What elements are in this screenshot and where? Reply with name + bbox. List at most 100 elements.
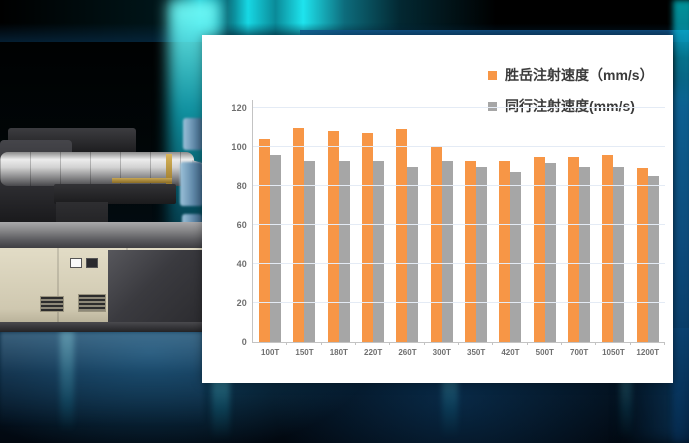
machine-switch: [70, 258, 82, 268]
bar-group-500t: 500T: [528, 108, 562, 357]
machine-vent-grille: [40, 296, 64, 312]
bar-s1-300t: [430, 147, 442, 342]
x-tick-label-150t: 150T: [295, 348, 314, 357]
bar-s2-500t: [544, 162, 556, 342]
machine-floor-reflection: [0, 332, 203, 424]
x-axis-tick: [595, 342, 597, 345]
y-tick-label-100: 100: [231, 142, 247, 152]
bar-s1-500t: [533, 156, 545, 342]
bar-s1-420t: [499, 160, 511, 342]
bar-s2-220t: [373, 160, 385, 342]
gridline-80: [253, 185, 665, 186]
x-tick-label-100t: 100T: [261, 348, 280, 357]
bar-chart-plot-area: 100T 150T 180T 220T 260T 300T 350T 420T 500T 700T…: [231, 100, 665, 357]
bar-s1-220t: [362, 133, 374, 342]
bar-group-150t: 150T: [287, 108, 322, 357]
machine-switch: [86, 258, 98, 268]
bar-group-350t: 350T: [459, 108, 494, 357]
machine-carriage: [54, 184, 176, 204]
gridline-40: [253, 263, 665, 264]
x-axis-tick: [560, 342, 562, 345]
bar-group-700t: 700T: [562, 108, 597, 357]
bar-s2-1200t: [647, 176, 659, 342]
legend-item-shengyue: 胜岳注射速度（mm/s）: [488, 65, 654, 85]
x-tick-label-1050t: 1050T: [602, 348, 625, 357]
x-tick-label-500t: 500T: [535, 348, 554, 357]
bar-s2-1050t: [613, 166, 625, 342]
y-tick-label-120: 120: [231, 103, 247, 113]
bar-groups: 100T 150T 180T 220T 260T 300T 350T 420T 500T 700T…: [253, 108, 665, 357]
bar-s1-150t: [293, 127, 305, 342]
injection-molding-machine-image: [0, 128, 205, 338]
y-tick-label-20: 20: [236, 298, 247, 308]
legend-label: 同行注射速度(mm/s): [505, 98, 635, 114]
bar-group-260t: 260T: [390, 108, 425, 357]
machine-brass-collar: [166, 154, 172, 184]
x-tick-label-420t: 420T: [501, 348, 520, 357]
x-tick-label-260t: 260T: [398, 348, 417, 357]
x-tick-label-220t: 220T: [364, 348, 383, 357]
y-tick-label-80: 80: [236, 181, 247, 191]
x-axis-tick: [286, 342, 288, 345]
x-tick-label-350t: 350T: [467, 348, 486, 357]
bar-s2-350t: [476, 166, 488, 342]
bar-s1-100t: [259, 139, 271, 342]
x-tick-label-300t: 300T: [432, 348, 451, 357]
machine-brass-rod: [112, 178, 172, 183]
bar-s2-260t: [407, 166, 419, 342]
bar-group-1200t: 1200T: [631, 108, 665, 357]
x-axis-tick: [354, 342, 356, 345]
legend-marker-orange: [488, 70, 497, 80]
x-tick-label-1200t: 1200T: [636, 348, 660, 357]
bar-s2-100t: [270, 154, 282, 342]
chart-panel: 胜岳注射速度（mm/s） 同行注射速度(mm/s) 100T 150T 180T 22…: [202, 35, 673, 383]
chart-legend: 胜岳注射速度（mm/s） 同行注射速度(mm/s): [488, 65, 654, 116]
x-axis-tick: [663, 342, 665, 345]
bar-s1-350t: [465, 160, 477, 342]
machine-clamp-part: [180, 162, 203, 206]
bar-s2-180t: [338, 160, 350, 342]
bar-group-1050t: 1050T: [596, 108, 631, 357]
bar-s2-300t: [441, 160, 453, 342]
legend-marker-gray: [488, 101, 497, 111]
bar-s1-1050t: [602, 154, 614, 342]
gridline-100: [253, 146, 665, 147]
machine-bed: [0, 222, 203, 248]
machine-cover-curtain: [108, 250, 203, 326]
bar-s1-260t: [396, 129, 408, 342]
bar-group-220t: 220T: [356, 108, 391, 357]
gridline-120: [253, 107, 665, 108]
bar-group-100t: 100T: [253, 108, 288, 357]
x-axis-tick: [457, 342, 459, 345]
bar-group-180t: 180T: [322, 108, 356, 357]
y-axis-line: [252, 100, 253, 342]
bar-s2-700t: [579, 166, 591, 342]
y-tick-label-60: 60: [236, 220, 247, 230]
bar-s1-700t: [568, 156, 580, 342]
bar-s2-150t: [304, 160, 316, 342]
bar-s2-420t: [510, 172, 522, 342]
gridline-60: [253, 224, 665, 225]
bar-s1-1200t: [636, 168, 648, 342]
x-axis-tick: [423, 342, 425, 345]
x-tick-label-700t: 700T: [569, 348, 589, 357]
legend-item-peers: 同行注射速度(mm/s): [488, 96, 654, 116]
right-edge-glow: [673, 0, 689, 443]
bar-group-300t: 300T: [425, 108, 459, 357]
bar-group-420t: 420T: [493, 108, 528, 357]
x-axis-tick: [320, 342, 322, 345]
x-axis-tick: [492, 342, 494, 345]
x-tick-label-180t: 180T: [329, 348, 348, 357]
machine-clamp-part: [183, 118, 203, 150]
gridline-20: [253, 302, 665, 303]
bar-s1-180t: [327, 131, 339, 342]
y-tick-label-40: 40: [236, 259, 247, 269]
machine-base-strip: [0, 322, 203, 332]
x-axis-tick: [629, 342, 631, 345]
machine-vent-grille: [78, 294, 106, 312]
legend-label: 胜岳注射速度（mm/s）: [505, 67, 654, 83]
x-axis-tick: [526, 342, 528, 345]
y-tick-label-0: 0: [241, 337, 247, 347]
x-axis-tick: [389, 342, 391, 345]
